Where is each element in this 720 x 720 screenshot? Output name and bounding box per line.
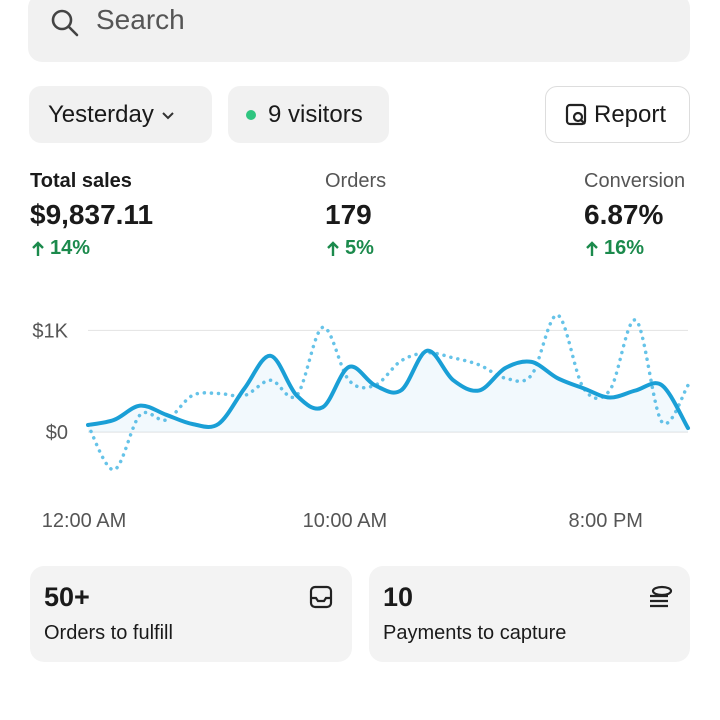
metric: Total sales $9,837.11 14%	[30, 170, 153, 260]
search-icon	[51, 9, 79, 37]
metric-value: $9,837.11	[30, 199, 154, 230]
inbox-icon	[309, 585, 333, 609]
area	[88, 350, 688, 433]
stack-icon	[650, 585, 673, 608]
card-value: 50+	[44, 582, 90, 612]
chevron	[162, 111, 174, 119]
card-label: Orders to fulfill	[44, 622, 173, 644]
change-value: 5%	[345, 237, 374, 259]
metric-change: 16%	[584, 237, 685, 260]
payments-card[interactable]: 10 Payments to capture	[369, 566, 690, 662]
y-tick-label: $0	[46, 422, 68, 444]
up-arrow	[327, 240, 339, 256]
change-value: 14%	[50, 237, 91, 259]
up-arrow	[586, 240, 598, 256]
card-label: Payments to capture	[383, 622, 567, 644]
metric: Conversion 6.87% 16%	[584, 170, 685, 260]
up-arrow	[32, 240, 44, 256]
report-button[interactable]: Report	[545, 86, 690, 143]
x-tick-label: 8:00 PM	[568, 510, 642, 532]
live-dot	[246, 109, 256, 120]
metric-change: 5%	[325, 237, 386, 260]
sales-chart: $0 $1K 12:00 AM 10:00 AM 8:00 PM	[32, 313, 690, 532]
series-line	[86, 348, 690, 431]
y-tick-label: $1K	[32, 320, 68, 342]
orders-card[interactable]: 50+ Orders to fulfill	[30, 566, 352, 662]
x-tick-label: 10:00 AM	[303, 510, 388, 532]
metric-value: 6.87%	[584, 199, 664, 230]
visitors-label: 9 visitors	[268, 100, 363, 128]
series-line	[86, 313, 690, 472]
report-label: Report	[594, 100, 667, 128]
metric-label: Orders	[325, 170, 387, 192]
metric-change: 14%	[30, 237, 153, 260]
search-placeholder: Search	[96, 4, 185, 35]
metric: Orders 179 5%	[325, 170, 386, 260]
report-icon	[565, 103, 587, 125]
metric-label: Conversion	[584, 170, 686, 192]
card-value: 10	[383, 582, 414, 612]
date-filter[interactable]: Yesterday	[29, 86, 212, 143]
visitors-pill[interactable]: 9 visitors	[228, 86, 389, 143]
search-bar[interactable]: Search	[28, 0, 690, 62]
metric-label: Total sales	[30, 170, 132, 192]
metric-value: 179	[325, 199, 372, 230]
x-tick-label: 12:00 AM	[42, 510, 127, 532]
change-value: 16%	[604, 237, 645, 259]
date-label: Yesterday	[48, 100, 154, 128]
